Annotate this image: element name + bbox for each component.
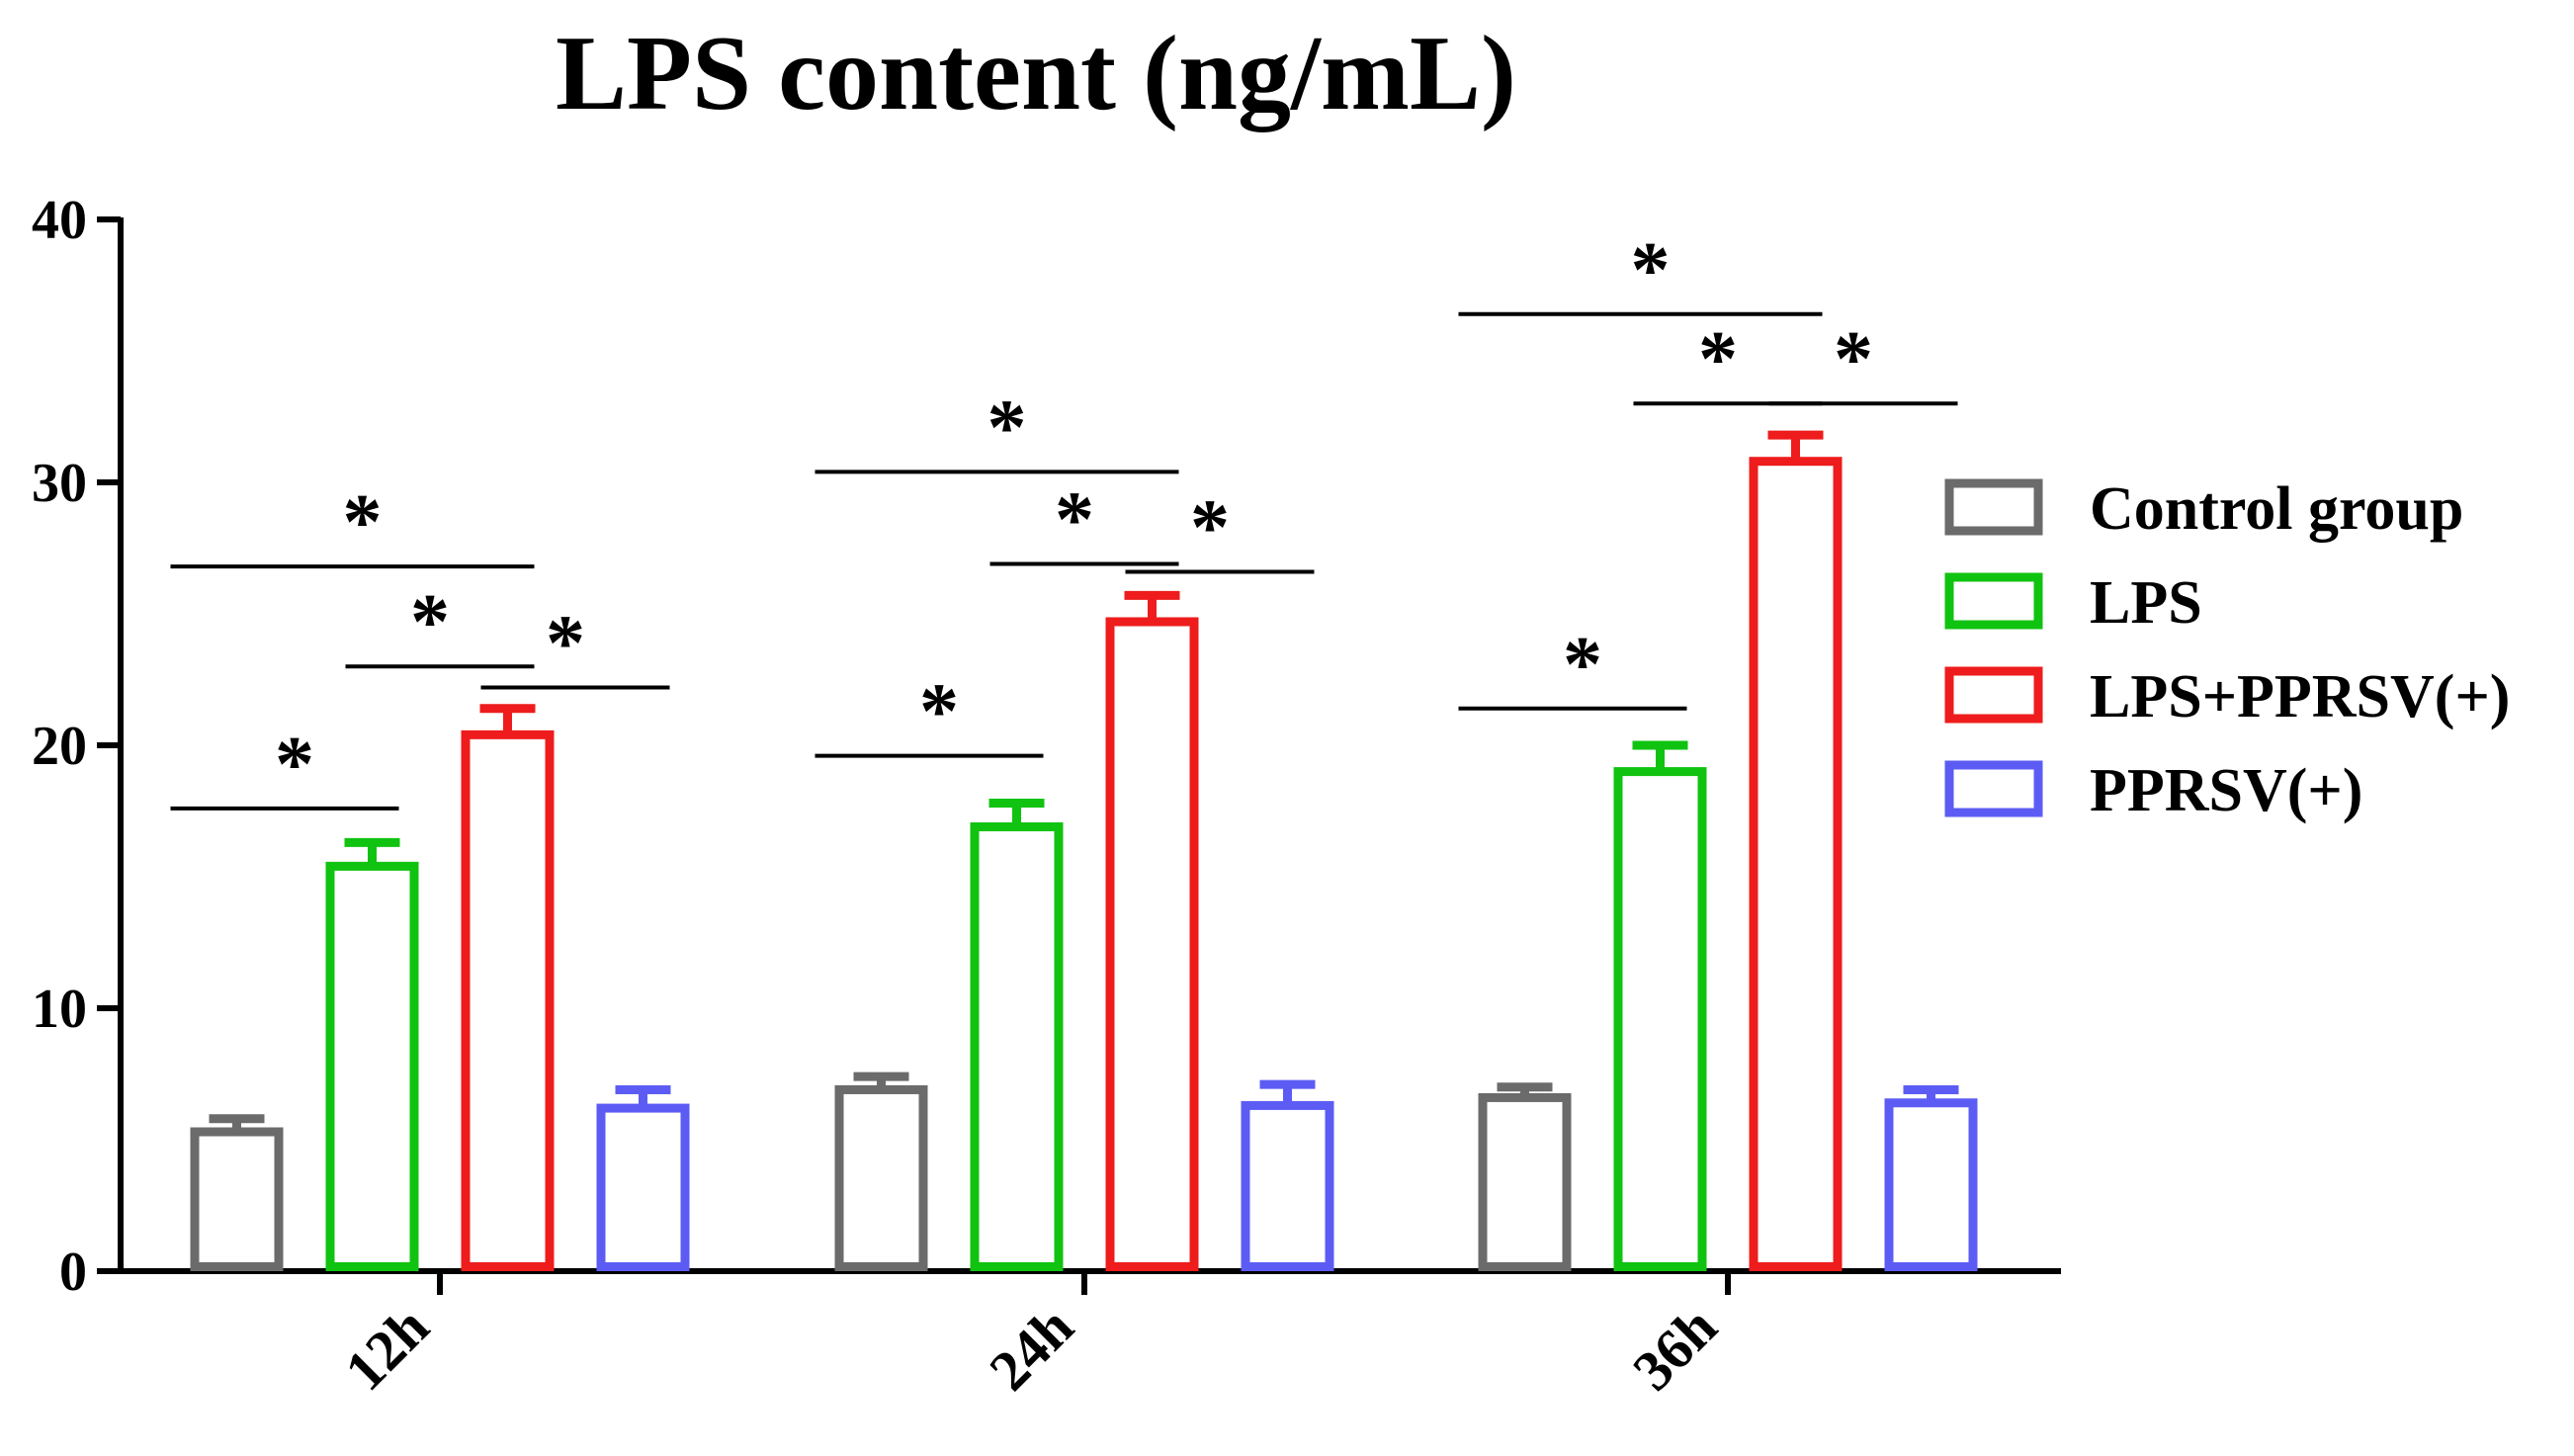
significance-star: * bbox=[987, 385, 1027, 471]
legend-label: Control group bbox=[2090, 475, 2463, 543]
bar bbox=[1749, 457, 1843, 1272]
bar bbox=[1884, 1098, 1978, 1272]
x-tick-label: 24h bbox=[977, 1294, 1085, 1403]
y-tick-label: 10 bbox=[32, 979, 87, 1040]
bar bbox=[190, 1127, 284, 1272]
legend-label: LPS bbox=[2090, 569, 2202, 637]
bar bbox=[1105, 617, 1199, 1271]
legend-label: LPS+PPRSV(+) bbox=[2090, 663, 2510, 730]
significance-star: * bbox=[275, 722, 314, 809]
legend-swatch bbox=[1944, 478, 2043, 536]
bar bbox=[596, 1103, 690, 1271]
legend-label: PPRSV(+) bbox=[2090, 757, 2362, 824]
significance-star: * bbox=[546, 600, 585, 687]
chart-title: LPS content (ng/mL) bbox=[556, 15, 1516, 132]
y-tick-label: 0 bbox=[59, 1242, 87, 1303]
bar bbox=[834, 1084, 928, 1271]
bar bbox=[970, 821, 1064, 1272]
y-tick-label: 20 bbox=[32, 716, 87, 777]
significance-star: * bbox=[1834, 316, 1873, 403]
significance-star: * bbox=[1055, 476, 1094, 563]
bar bbox=[1241, 1100, 1334, 1272]
y-tick-label: 30 bbox=[32, 453, 87, 514]
legend-swatch bbox=[1944, 572, 2043, 630]
y-tick-label: 40 bbox=[32, 190, 87, 251]
significance-star: * bbox=[1698, 316, 1738, 403]
bar bbox=[461, 729, 555, 1271]
significance-star: * bbox=[1563, 622, 1602, 709]
significance-star: * bbox=[410, 579, 450, 666]
x-tick-label: 12h bbox=[332, 1294, 441, 1403]
significance-star: * bbox=[343, 479, 383, 566]
legend-swatch bbox=[1944, 666, 2043, 724]
significance-star: * bbox=[919, 669, 959, 756]
bar bbox=[1613, 767, 1707, 1271]
significance-star: * bbox=[1190, 484, 1230, 571]
legend-swatch bbox=[1944, 760, 2043, 817]
significance-star: * bbox=[1631, 227, 1671, 314]
bar bbox=[325, 861, 419, 1271]
x-tick-label: 36h bbox=[1620, 1294, 1729, 1403]
bar bbox=[1478, 1092, 1572, 1271]
